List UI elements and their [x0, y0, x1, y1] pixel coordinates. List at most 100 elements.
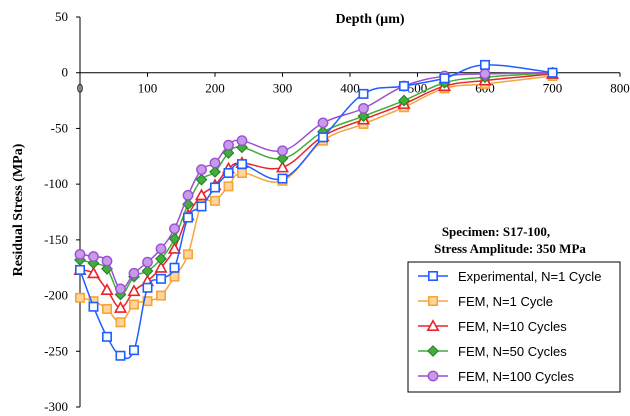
data-point — [357, 110, 370, 123]
data-point — [102, 331, 113, 342]
series-group — [73, 59, 560, 361]
data-point — [194, 188, 209, 201]
y-tick-label: -100 — [44, 176, 68, 191]
data-point — [317, 117, 329, 129]
data-point — [113, 300, 128, 313]
legend-entry-5: FEM, N=100 Cycles — [418, 369, 574, 384]
data-point — [277, 145, 288, 157]
data-point — [129, 299, 140, 310]
legend-swatch-marker — [426, 319, 440, 332]
data-point — [358, 88, 369, 99]
data-point — [209, 165, 221, 178]
legend-swatch-marker — [427, 370, 439, 382]
data-point — [75, 264, 86, 275]
data-point — [547, 67, 558, 78]
data-point — [155, 243, 167, 255]
data-point — [223, 181, 234, 192]
data-point — [115, 350, 126, 361]
data-point — [237, 168, 248, 179]
x-tick-label: 400 — [340, 81, 360, 96]
x-tick-label: 300 — [273, 81, 293, 96]
legend-box — [407, 261, 621, 393]
annotation-line-1: Specimen: S17-100, — [442, 224, 550, 239]
data-point — [167, 241, 182, 254]
legend-entry-2: FEM, N=1 Cycle — [418, 294, 553, 309]
data-point — [88, 301, 99, 312]
data-point — [74, 248, 86, 260]
y-tick-label: -300 — [44, 399, 68, 414]
data-point — [317, 132, 328, 143]
data-point — [168, 232, 181, 245]
data-point — [169, 262, 180, 273]
data-point — [210, 195, 221, 206]
legend-label: FEM, N=10 Cycles — [458, 319, 567, 334]
data-point — [100, 283, 114, 296]
data-point — [236, 141, 248, 154]
legend-label: FEM, N=50 Cycles — [458, 344, 567, 359]
y-tick-label: -150 — [44, 232, 68, 247]
x-tick-label: 800 — [610, 81, 630, 96]
data-point — [479, 68, 491, 80]
legend-swatch-marker — [427, 345, 439, 357]
data-point — [195, 173, 208, 186]
data-point — [236, 135, 248, 147]
x-tick-label: 700 — [543, 81, 563, 96]
legend-swatch-marker — [427, 270, 438, 281]
data-point — [182, 189, 194, 201]
data-point — [479, 59, 490, 70]
x-tick-label: 0 — [77, 81, 84, 96]
legend-swatch-marker — [427, 295, 438, 306]
series-5 — [74, 67, 558, 295]
data-point — [222, 147, 235, 159]
data-point — [115, 283, 126, 295]
legend-label: FEM, N=100 Cycles — [458, 369, 574, 384]
data-point — [129, 345, 140, 356]
data-point — [142, 256, 153, 268]
data-point — [102, 303, 113, 314]
data-point — [398, 81, 409, 92]
legend-label: Experimental, N=1 Cycle — [458, 269, 601, 284]
data-point — [141, 265, 154, 277]
data-point — [142, 296, 153, 307]
data-point — [196, 164, 207, 176]
x-tick-label: 200 — [205, 81, 225, 96]
legend-entry-3: FEM, N=10 Cycles — [418, 319, 567, 334]
data-point — [156, 273, 167, 284]
y-tick-label: 0 — [62, 65, 69, 80]
legend-entry-1: Experimental, N=1 Cycle — [418, 269, 601, 284]
data-point — [101, 255, 113, 267]
data-point — [154, 260, 168, 273]
legend: Experimental, N=1 Cycle FEM, N=1 Cycle FEM… — [407, 261, 621, 393]
data-point — [439, 73, 450, 84]
y-tick-label: -50 — [51, 120, 68, 135]
data-point — [196, 201, 207, 212]
x-axis-title: Depth (µm) — [335, 12, 404, 27]
data-point — [276, 152, 289, 165]
data-point — [88, 251, 99, 262]
data-point — [128, 267, 140, 279]
y-tick-label: 50 — [55, 9, 68, 24]
data-point — [223, 168, 234, 179]
data-point — [183, 249, 194, 260]
annotation-line-2: Stress Amplitude: 350 MPa — [434, 241, 586, 256]
y-tick-label: -250 — [44, 343, 68, 358]
x-tick-label: 100 — [138, 81, 158, 96]
series-line — [79, 71, 553, 290]
data-point — [210, 182, 221, 193]
data-point — [142, 282, 153, 293]
data-point — [75, 292, 86, 303]
data-point — [398, 94, 410, 107]
data-point — [127, 284, 141, 297]
data-point — [183, 212, 194, 223]
legend-entry-4: FEM, N=50 Cycles — [418, 344, 567, 359]
data-point — [277, 173, 288, 184]
data-point — [237, 159, 248, 170]
data-point — [358, 102, 369, 114]
data-point — [86, 266, 101, 279]
series-1 — [75, 59, 558, 361]
y-axis-title: Residual Stress (MPa) — [11, 143, 26, 276]
specimen-annotation: Specimen: S17-100, Stress Amplitude: 350… — [434, 224, 586, 256]
data-point — [155, 252, 167, 265]
